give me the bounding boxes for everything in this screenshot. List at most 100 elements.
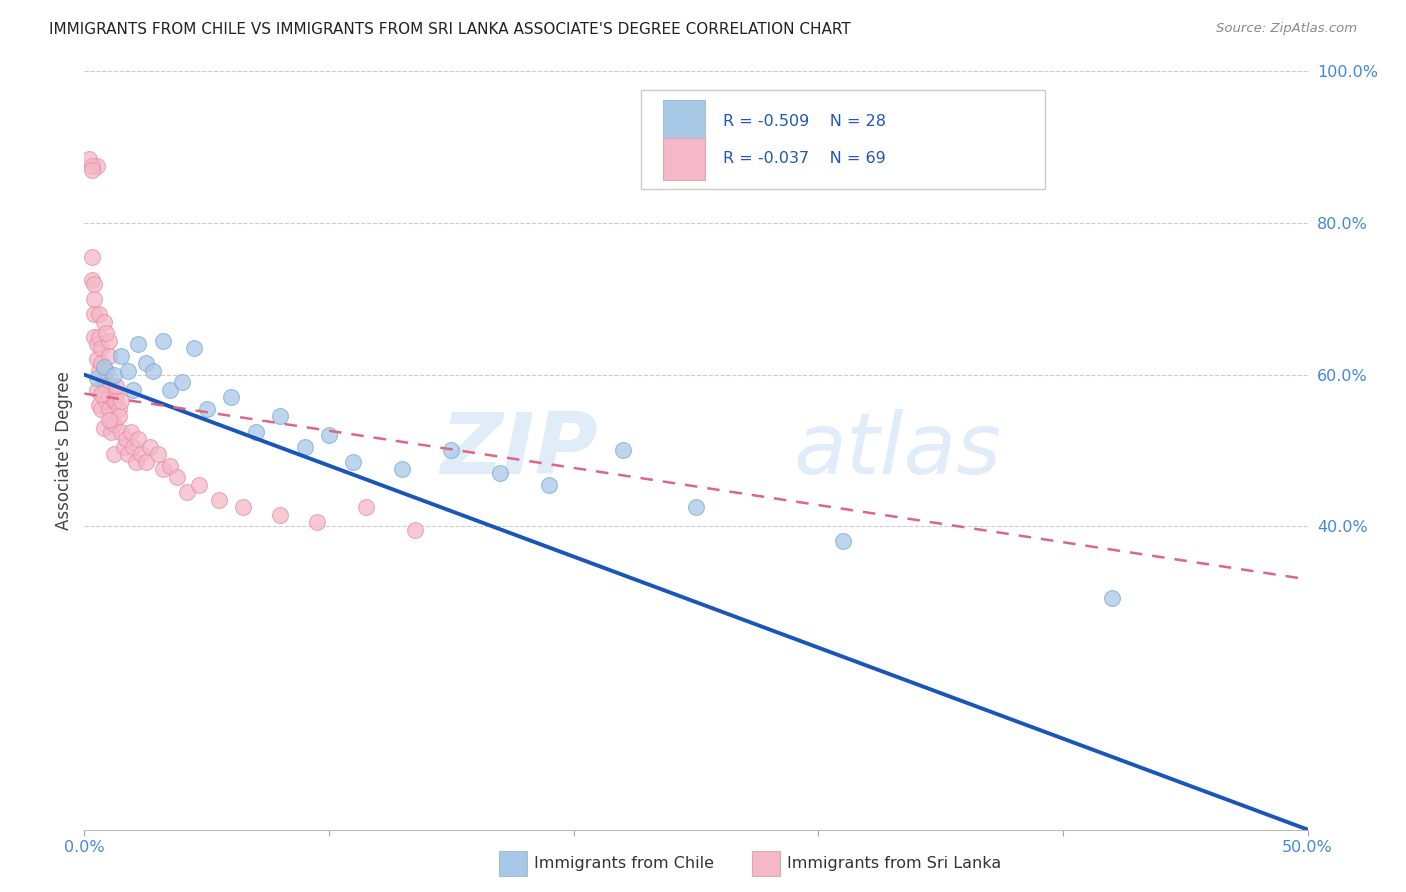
Point — [122, 383, 145, 397]
Point — [245, 425, 267, 439]
Point — [354, 500, 377, 515]
Point — [489, 467, 512, 481]
Point — [93, 359, 115, 375]
Point — [107, 401, 129, 416]
Point — [90, 386, 112, 401]
Point — [115, 432, 138, 446]
Point — [342, 455, 364, 469]
Point — [404, 523, 426, 537]
Point — [146, 447, 169, 461]
Point — [127, 337, 149, 351]
Point — [93, 421, 115, 435]
Text: IMMIGRANTS FROM CHILE VS IMMIGRANTS FROM SRI LANKA ASSOCIATE'S DEGREE CORRELATIO: IMMIGRANTS FROM CHILE VS IMMIGRANTS FROM… — [49, 22, 851, 37]
Point — [107, 409, 129, 424]
Point — [96, 364, 118, 378]
Point — [80, 273, 103, 287]
Point — [152, 334, 174, 348]
Point — [103, 368, 125, 382]
Point — [93, 314, 115, 328]
Point — [90, 356, 112, 370]
Point — [831, 534, 853, 549]
Point — [538, 477, 561, 491]
Point — [87, 330, 110, 344]
Point — [93, 371, 115, 385]
Point — [103, 447, 125, 461]
Point — [269, 409, 291, 424]
Point — [96, 379, 118, 393]
Point — [305, 516, 328, 530]
Point — [112, 440, 135, 454]
Point — [80, 250, 103, 264]
Point — [86, 383, 108, 397]
Point — [87, 307, 110, 321]
Point — [103, 417, 125, 431]
Point — [127, 432, 149, 446]
Point — [159, 383, 181, 397]
Point — [176, 485, 198, 500]
Point — [391, 462, 413, 476]
Point — [440, 443, 463, 458]
Point — [97, 401, 120, 416]
Point — [208, 492, 231, 507]
FancyBboxPatch shape — [641, 90, 1045, 189]
Point — [90, 341, 112, 355]
Point — [77, 152, 100, 166]
Point — [152, 462, 174, 476]
Point — [105, 386, 128, 401]
Point — [97, 391, 120, 405]
Point — [685, 500, 707, 515]
Point — [93, 386, 115, 401]
Text: R = -0.509    N = 28: R = -0.509 N = 28 — [723, 113, 886, 128]
Point — [139, 440, 162, 454]
Point — [294, 440, 316, 454]
Point — [117, 447, 139, 461]
Point — [83, 330, 105, 344]
Point — [97, 413, 120, 427]
Point — [83, 307, 105, 321]
Point — [87, 364, 110, 378]
Text: Immigrants from Sri Lanka: Immigrants from Sri Lanka — [787, 856, 1001, 871]
Point — [96, 394, 118, 409]
Point — [110, 349, 132, 363]
Point — [142, 364, 165, 378]
Point — [86, 352, 108, 367]
Point — [122, 440, 145, 454]
Point — [172, 376, 194, 390]
Point — [105, 379, 128, 393]
Point — [135, 455, 157, 469]
Text: ZIP: ZIP — [440, 409, 598, 492]
Bar — [664, 100, 704, 142]
Y-axis label: Associate's Degree: Associate's Degree — [55, 371, 73, 530]
Point — [188, 477, 211, 491]
Point — [110, 394, 132, 409]
Point — [120, 425, 142, 439]
Point — [117, 364, 139, 378]
Point — [183, 341, 205, 355]
Text: Source: ZipAtlas.com: Source: ZipAtlas.com — [1216, 22, 1357, 36]
Point — [100, 379, 122, 393]
Point — [96, 326, 118, 340]
Point — [269, 508, 291, 522]
Text: R = -0.037    N = 69: R = -0.037 N = 69 — [723, 152, 886, 167]
Point — [1101, 591, 1123, 606]
Point — [159, 458, 181, 473]
Point — [318, 428, 340, 442]
Point — [97, 334, 120, 348]
Point — [135, 356, 157, 370]
Point — [219, 391, 242, 405]
Text: atlas: atlas — [794, 409, 1002, 492]
Point — [87, 398, 110, 412]
Point — [80, 163, 103, 178]
Point — [105, 394, 128, 409]
Point — [612, 443, 634, 458]
Point — [166, 470, 188, 484]
Point — [125, 455, 148, 469]
Point — [97, 349, 120, 363]
Point — [100, 425, 122, 439]
Point — [90, 401, 112, 416]
Bar — [664, 138, 704, 180]
Point — [83, 277, 105, 291]
Point — [232, 500, 254, 515]
Point — [110, 425, 132, 439]
Point — [86, 159, 108, 173]
